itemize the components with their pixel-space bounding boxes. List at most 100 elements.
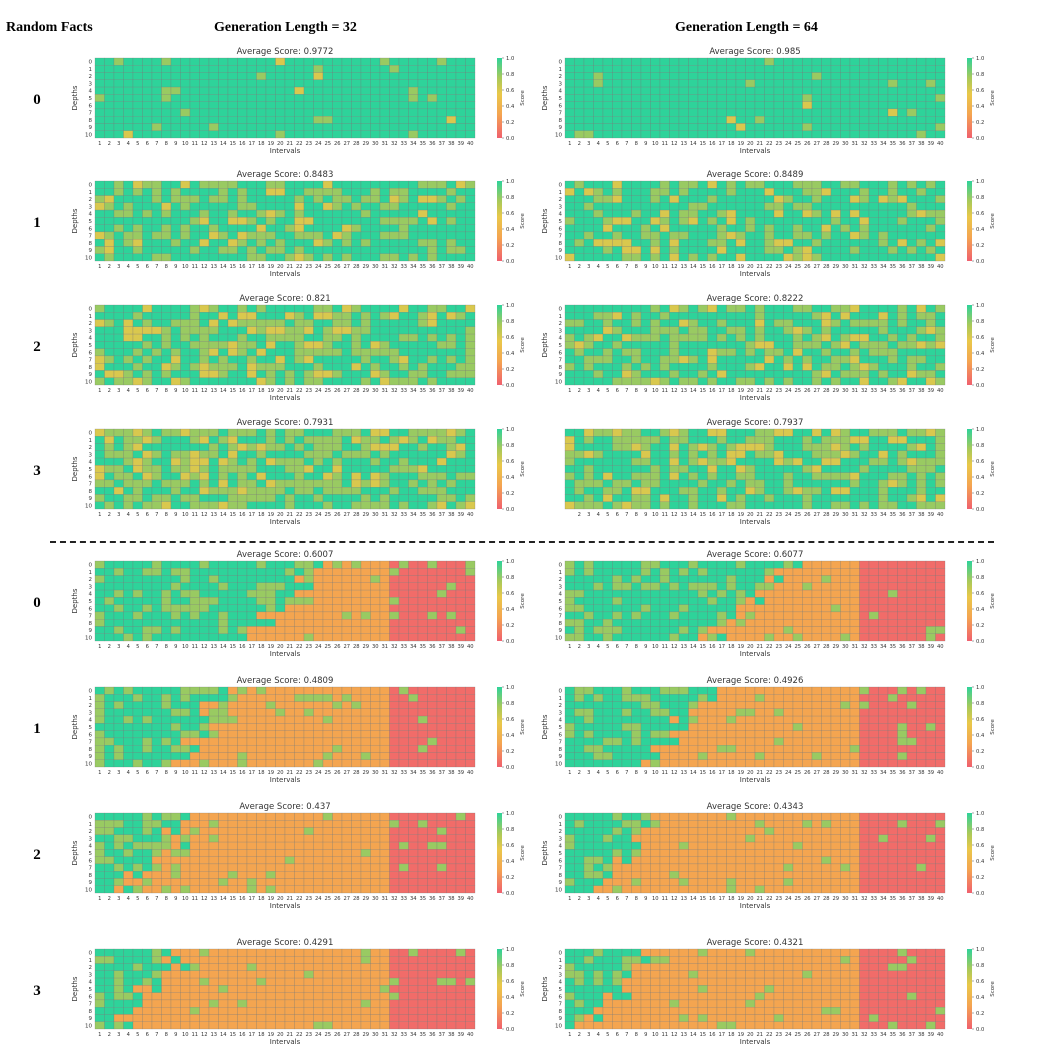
heatmap-cell bbox=[332, 319, 343, 327]
heatmap-cell bbox=[773, 568, 784, 576]
heatmap-cell bbox=[906, 217, 917, 225]
heatmap-cell bbox=[332, 377, 343, 386]
heatmap-cell bbox=[256, 326, 267, 335]
y-tick-label: 7 bbox=[89, 234, 93, 240]
x-tick-label: 23 bbox=[305, 264, 312, 270]
heatmap-cell bbox=[123, 626, 134, 634]
heatmap-cell bbox=[650, 619, 661, 627]
heatmap-cell bbox=[256, 101, 267, 110]
heatmap-cell bbox=[104, 130, 115, 139]
heatmap-cell bbox=[294, 65, 305, 73]
x-tick-label: 24 bbox=[315, 512, 322, 518]
heatmap-cell bbox=[640, 487, 651, 495]
heatmap-cell bbox=[370, 319, 381, 327]
y-tick-label: 6 bbox=[89, 606, 93, 612]
heatmap-cell bbox=[678, 72, 689, 80]
x-tick-label: 6 bbox=[146, 644, 149, 650]
heatmap-cell bbox=[132, 101, 143, 110]
heatmap-cell bbox=[726, 86, 737, 95]
heatmap-cell bbox=[650, 312, 661, 320]
x-tick-label: 33 bbox=[870, 388, 877, 394]
heatmap-cell bbox=[678, 494, 689, 502]
heatmap-cell bbox=[574, 363, 585, 371]
heatmap-cell bbox=[265, 568, 276, 576]
heatmap-cell bbox=[773, 246, 784, 254]
heatmap-cell bbox=[650, 195, 661, 203]
x-tick-label: 33 bbox=[870, 264, 877, 270]
heatmap-cell bbox=[735, 231, 746, 240]
heatmap-cell bbox=[735, 604, 746, 613]
x-tick-label: 28 bbox=[353, 264, 360, 270]
heatmap-cell bbox=[170, 377, 181, 386]
heatmap-cell bbox=[275, 72, 286, 80]
heatmap-cell bbox=[849, 604, 860, 613]
heatmap-cell bbox=[446, 188, 457, 196]
heatmap-cell bbox=[745, 326, 756, 335]
heatmap-cell bbox=[360, 370, 371, 378]
heatmap-cell bbox=[935, 341, 946, 349]
heatmap-cell bbox=[859, 217, 870, 225]
heatmap-cell bbox=[697, 428, 708, 437]
heatmap-cell bbox=[170, 326, 181, 335]
heatmap-cell bbox=[849, 79, 860, 88]
heatmap-cell bbox=[170, 568, 181, 576]
heatmap-cell bbox=[246, 377, 257, 386]
heatmap-cell bbox=[94, 217, 105, 225]
heatmap-cell bbox=[398, 180, 409, 189]
heatmap-cell bbox=[716, 188, 727, 196]
heatmap-cell bbox=[123, 79, 134, 88]
heatmap-cell bbox=[707, 370, 718, 378]
heatmap-cell bbox=[94, 312, 105, 320]
heatmap-cell bbox=[868, 472, 879, 481]
heatmap-cell bbox=[935, 94, 946, 102]
heatmap-cell bbox=[773, 355, 784, 364]
heatmap-cell bbox=[379, 246, 390, 254]
heatmap-cell bbox=[151, 72, 162, 80]
heatmap-cell bbox=[916, 231, 927, 240]
heatmap-cell bbox=[446, 312, 457, 320]
heatmap-cell bbox=[104, 575, 115, 583]
heatmap-cell bbox=[303, 209, 314, 218]
heatmap-cell bbox=[650, 231, 661, 240]
heatmap-cell bbox=[351, 487, 362, 495]
heatmap-cell bbox=[151, 633, 162, 642]
heatmap-cell bbox=[275, 239, 286, 247]
heatmap-cell bbox=[256, 224, 267, 233]
heatmap-cell bbox=[218, 231, 229, 240]
heatmap-cell bbox=[132, 377, 143, 386]
heatmap-cell bbox=[830, 348, 841, 357]
heatmap-cell bbox=[227, 443, 238, 451]
heatmap-cell bbox=[351, 209, 362, 218]
heatmap-cell bbox=[783, 611, 794, 620]
heatmap-cell bbox=[237, 589, 248, 598]
heatmap-cell bbox=[783, 501, 794, 510]
heatmap-cell bbox=[341, 560, 352, 569]
heatmap-cell bbox=[631, 319, 642, 327]
heatmap-cell bbox=[446, 304, 457, 313]
x-tick-label: 15 bbox=[229, 512, 236, 518]
heatmap-cell bbox=[688, 457, 699, 466]
heatmap-cell bbox=[802, 479, 813, 488]
heatmap-cell bbox=[408, 116, 419, 124]
heatmap-cell bbox=[322, 253, 333, 262]
heatmap-cell bbox=[593, 582, 604, 591]
heatmap-cell bbox=[792, 494, 803, 502]
heatmap-cell bbox=[351, 180, 362, 189]
heatmap-cell bbox=[745, 597, 756, 605]
x-tick-label: 18 bbox=[258, 644, 265, 650]
x-tick-label: 4 bbox=[127, 264, 131, 270]
heatmap-cell bbox=[427, 355, 438, 364]
heatmap-cell bbox=[303, 568, 314, 576]
heatmap-cell bbox=[341, 86, 352, 95]
heatmap-cell bbox=[180, 370, 191, 378]
heatmap-cell bbox=[916, 333, 927, 342]
heatmap-cell bbox=[906, 57, 917, 66]
heatmap-cell bbox=[697, 130, 708, 139]
x-tick-label: 23 bbox=[305, 141, 312, 147]
heatmap-cell bbox=[564, 363, 575, 371]
heatmap-cell bbox=[180, 436, 191, 444]
heatmap-cell bbox=[218, 86, 229, 95]
heatmap-cell bbox=[925, 363, 936, 371]
heatmap-cell bbox=[379, 94, 390, 102]
heatmap-cell bbox=[123, 94, 134, 102]
